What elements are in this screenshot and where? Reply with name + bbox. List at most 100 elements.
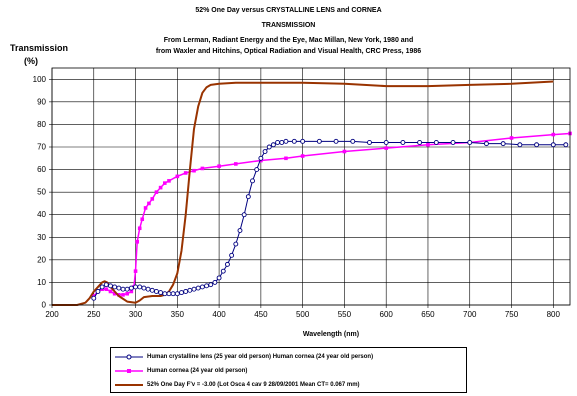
- lens-data-point: [128, 285, 134, 291]
- lens-data-point: [133, 284, 138, 290]
- lens-data-point: [550, 142, 556, 148]
- lens-data-point: [417, 140, 423, 145]
- x-axis-label: Wavelength (nm): [303, 331, 359, 338]
- y-tick-label: 30: [37, 233, 46, 242]
- cornea-data-point: [135, 240, 140, 244]
- legend: Human crystalline lens (25 year old pers…: [110, 347, 467, 393]
- lens-data-point: [179, 290, 184, 296]
- y-tick-label: 70: [37, 143, 46, 152]
- lens-data-point: [174, 291, 180, 297]
- x-tick-label: 200: [45, 310, 59, 319]
- cornea-data-point: [167, 179, 171, 183]
- legend-entry-lens: Human crystalline lens (25 year old pers…: [115, 351, 373, 363]
- x-tick-label: 750: [505, 310, 519, 319]
- lens-data-point: [153, 289, 159, 294]
- x-tick-label: 600: [380, 310, 394, 319]
- cornea-data-point: [125, 291, 129, 296]
- y-tick-label: 80: [37, 120, 46, 129]
- lens-data-point: [534, 142, 540, 148]
- cornea-data-point: [162, 181, 167, 185]
- lens-data-point: [199, 284, 205, 290]
- lens-data-point: [137, 284, 143, 290]
- legend-label-lens: Human crystalline lens (25 year old pers…: [147, 354, 374, 360]
- lens-data-point: [517, 142, 523, 148]
- lens-data-point: [484, 141, 489, 147]
- y-tick-label: 20: [37, 255, 46, 264]
- x-tick-label: 650: [421, 310, 435, 319]
- cornea-data-point: [147, 201, 151, 206]
- lens-data-point: [270, 142, 276, 148]
- legend-entry-cornea: Human cornea (24 year old person): [115, 365, 247, 377]
- lens-data-point: [254, 167, 260, 173]
- lens-data-point: [258, 155, 264, 161]
- plot-area: [52, 68, 570, 305]
- x-tick-label: 300: [129, 310, 143, 319]
- cornea-data-point: [140, 217, 145, 222]
- chart-title-line-2: TRANSMISSION: [261, 22, 316, 29]
- cornea-data-point: [300, 154, 305, 158]
- lens-data-point: [216, 275, 222, 281]
- series-line-2: [52, 80, 554, 306]
- lens-data-point: [250, 178, 255, 184]
- y-tick-label: 60: [37, 165, 46, 174]
- x-tick-label: 250: [87, 310, 101, 319]
- lens-data-point: [149, 287, 155, 293]
- lens-data-point: [245, 194, 251, 200]
- cornea-data-point: [150, 197, 155, 201]
- y-axis-unit: (%): [24, 56, 38, 66]
- lens-data-point: [183, 289, 189, 294]
- cornea-data-point: [200, 166, 205, 171]
- lens-data-point: [191, 286, 197, 292]
- lens-data-point: [237, 228, 243, 233]
- cornea-data-point: [426, 142, 430, 147]
- cornea-data-point: [154, 190, 159, 194]
- cornea-data-point: [175, 174, 180, 179]
- x-tick-label: 550: [338, 310, 352, 319]
- lens-data-point: [233, 241, 239, 247]
- lens-data-point: [116, 285, 122, 291]
- lens-data-point: [108, 283, 113, 289]
- legend-swatch-cornea: [115, 369, 143, 373]
- lens-data-point: [283, 138, 289, 144]
- legend-swatch-lens: [115, 354, 143, 360]
- legend-label-oneday: 52% One Day F'v = -3.00 (Lot Osca 4 cav …: [147, 382, 360, 388]
- legend-swatch-oneday: [115, 384, 143, 386]
- lens-data-point: [300, 138, 306, 144]
- lens-data-point: [124, 286, 130, 292]
- x-tick-label: 350: [171, 310, 185, 319]
- y-tick-label: 10: [37, 278, 46, 287]
- lens-data-point: [103, 282, 109, 288]
- lens-data-point: [166, 291, 172, 297]
- lens-data-point: [316, 138, 322, 144]
- y-tick-label: 50: [37, 188, 46, 197]
- lens-data-point: [266, 144, 272, 150]
- chart-title-line-3: From Lerman, Radiant Energy and the Eye,…: [163, 37, 414, 44]
- cornea-data-point: [284, 156, 288, 161]
- chart-title-line-1: 52% One Day versus CRYSTALLINE LENS and …: [195, 7, 382, 14]
- lens-data-point: [350, 138, 356, 144]
- cornea-data-point: [217, 164, 221, 168]
- cornea-data-point: [137, 226, 142, 231]
- cornea-data-point: [342, 149, 347, 154]
- lens-data-point: [170, 291, 176, 297]
- lens-data-point: [145, 286, 151, 292]
- legend-label-cornea: Human cornea (24 year old person): [147, 368, 248, 374]
- cornea-data-point: [104, 287, 109, 291]
- lens-data-point: [204, 283, 210, 289]
- x-tick-label: 700: [463, 310, 477, 319]
- grid: [51, 68, 570, 306]
- series-layer: [52, 80, 572, 306]
- cornea-data-point: [108, 289, 113, 294]
- lens-data-point: [99, 284, 105, 290]
- cornea-data-point: [192, 168, 196, 173]
- y-tick-label: 90: [37, 97, 46, 106]
- transmission-chart: 0 10 20 30 40 50 60 70 80 90 100 200 250 300 350 400 450…: [33, 67, 572, 338]
- lens-data-point: [383, 140, 389, 145]
- lens-data-point: [229, 252, 235, 258]
- cornea-data-point: [509, 136, 514, 140]
- cornea-data-point: [183, 171, 188, 175]
- cornea-data-point: [158, 185, 163, 190]
- y-tick-label: 0: [42, 301, 47, 310]
- chart-title-line-4: from Waxler and Hitchins, Optical Radiat…: [155, 48, 422, 55]
- lens-data-point: [400, 140, 406, 145]
